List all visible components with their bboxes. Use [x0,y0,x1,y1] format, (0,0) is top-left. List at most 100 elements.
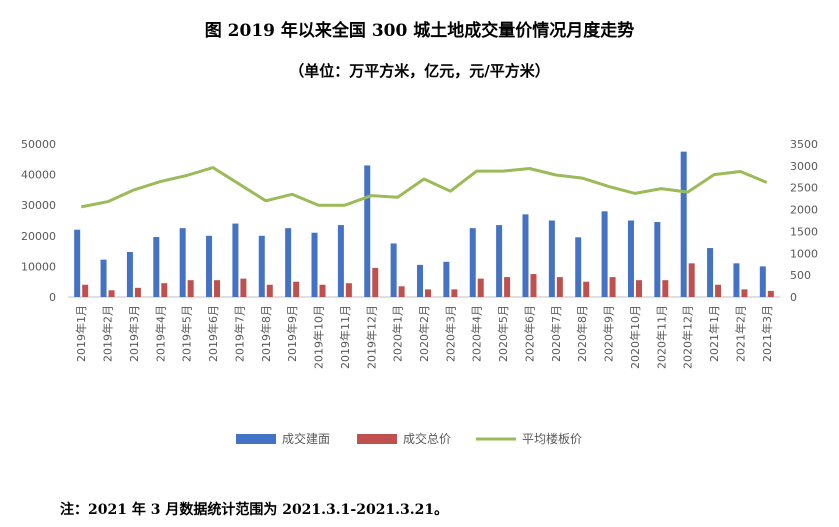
x-tick-label: 2019年9月 [285,305,299,362]
right-y-tick-label: 3500 [790,138,818,151]
bar-price [635,280,642,297]
bar-price [741,289,748,297]
bar-area [548,220,555,297]
left-y-tick-label: 10000 [21,260,56,273]
x-tick-label: 2020年8月 [575,305,589,362]
x-tick-label: 2019年5月 [180,305,194,362]
x-tick-label: 2019年6月 [206,305,220,362]
x-tick-label: 2019年1月 [74,305,88,362]
x-tick-label: 2020年7月 [549,305,563,362]
bar-price [240,278,247,297]
bar-price [530,274,537,297]
bar-price [477,278,484,297]
x-tick-label: 2019年10月 [312,305,326,369]
bar-area [522,214,529,297]
x-tick-label: 2020年1月 [391,305,405,362]
bar-area [232,223,239,297]
x-tick-label: 2020年5月 [496,305,510,362]
left-y-tick-label: 0 [49,291,56,304]
bar-area [575,237,582,297]
legend-label: 成交建面 [282,431,330,446]
bar-area [74,229,81,297]
bar-area [126,252,133,297]
left-y-tick-label: 30000 [21,199,56,212]
bar-price [161,283,168,297]
right-y-tick-label: 1000 [790,247,818,260]
bar-area [311,232,318,297]
bar-price [214,280,221,297]
x-tick-label: 2020年10月 [628,305,642,369]
bar-area [417,264,423,297]
bar-price [688,263,695,297]
bar-price [662,280,669,297]
x-tick-label: 2020年6月 [523,305,537,362]
bar-area [654,222,661,297]
bar-area [206,235,213,297]
right-y-tick-label: 3000 [790,160,818,173]
bar-area [469,228,476,297]
bar-area [100,259,107,297]
bar-price [372,267,379,297]
x-tick-label: 2019年3月 [127,305,141,362]
bar-price [583,281,590,297]
bar-area [443,261,450,297]
x-tick-label: 2021年2月 [733,305,747,362]
x-tick-label: 2021年3月 [760,305,774,362]
chart-subtitle: （单位：万平方米，亿元，元/平方米） [289,62,550,80]
right-y-tick-label: 0 [790,291,797,304]
bar-area [179,228,186,297]
bar-price [319,284,326,297]
x-tick-label: 2020年11月 [654,305,668,369]
bar-price [108,290,115,297]
x-tick-label: 2019年2月 [101,305,115,362]
x-tick-label: 2019年11月 [338,305,352,369]
left-y-tick-label: 40000 [21,169,56,182]
left-y-tick-label: 20000 [21,230,56,243]
line-avg-floor-price [80,166,768,209]
bar-price [187,280,194,297]
chart-note: 注：2021 年 3 月数据统计范围为 2021.3.1-2021.3.21。 [60,502,449,518]
x-tick-label: 2019年8月 [259,305,273,362]
bar-area [601,211,608,297]
right-y-tick-label: 1500 [790,225,818,238]
x-tick-label: 2020年4月 [470,305,484,362]
bar-price [451,289,458,297]
x-tick-label: 2019年12月 [364,305,378,369]
bar-price [345,283,352,297]
x-tick-label: 2019年7月 [232,305,246,362]
bar-area [390,243,397,297]
bar-area [337,225,344,297]
bar-price [398,286,405,297]
bar-price [82,284,89,297]
bar-area [680,151,687,297]
bar-price [715,284,722,297]
bar-price [609,277,616,297]
bar-price [425,289,431,297]
x-tick-label: 2021年1月 [707,305,721,362]
bar-price [266,284,273,297]
legend-swatch-0 [236,434,276,444]
bar-price [134,287,141,297]
bar-area [258,235,265,297]
x-tick-label: 2020年3月 [443,305,457,362]
bar-area [496,225,503,297]
bar-area [759,266,766,297]
bar-area [285,228,292,297]
x-tick-label: 2020年12月 [681,305,695,369]
right-y-tick-label: 2000 [790,204,818,217]
left-y-tick-label: 50000 [21,138,56,151]
legend-swatch-1 [357,434,397,444]
right-y-tick-label: 2500 [790,182,818,195]
bar-price [504,277,511,297]
bar-price [767,290,774,297]
x-tick-label: 2020年2月 [417,305,431,362]
x-tick-label: 2019年4月 [153,305,167,362]
chart-title: 图 2019 年以来全国 300 城土地成交量价情况月度走势 [204,21,635,41]
bar-price [556,277,563,297]
bar-area [153,237,160,297]
bar-area [364,165,371,297]
bar-area [707,248,714,297]
legend-label: 平均楼板价 [522,431,582,446]
legend-label: 成交总价 [403,431,451,446]
